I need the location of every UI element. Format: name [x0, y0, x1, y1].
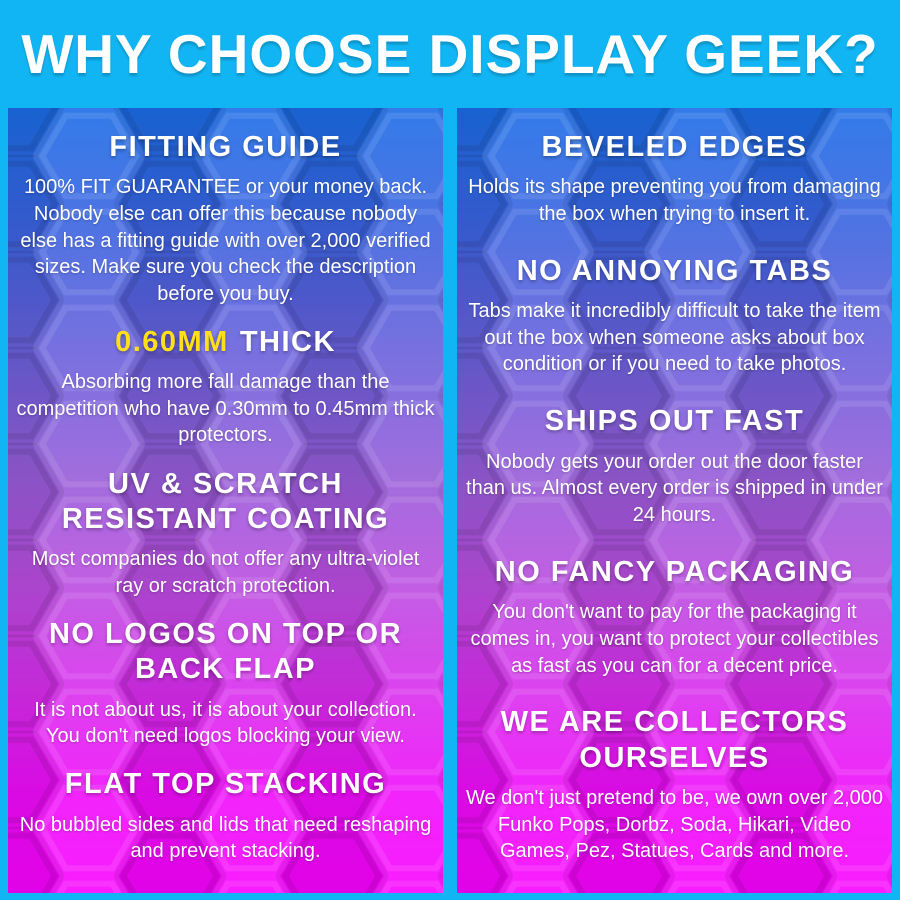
section-uv-scratch-coating: UV & SCRATCH RESISTANT COATING Most comp… [16, 467, 435, 600]
section-body: No bubbled sides and lids that need resh… [19, 813, 432, 863]
section-heading: NO ANNOYING TABS [465, 254, 884, 289]
section-heading: NO LOGOS ON TOP OR BACK FLAP [16, 617, 435, 688]
section-body: 100% FIT GUARANTEE or your money back. N… [20, 176, 431, 305]
section-body: Tabs make it incredibly difficult to tak… [468, 300, 881, 376]
heading-text: WE ARE COLLECTORS OURSELVES [500, 706, 849, 774]
poster-header: WHY CHOOSE DISPLAY GEEK? [0, 0, 900, 108]
right-panel: BEVELED EDGES Holds its shape preventing… [457, 108, 892, 893]
section-body: We don't just pretend to be, we own over… [465, 787, 884, 863]
heading-text: THICK [239, 325, 336, 358]
heading-text: FLAT TOP STACKING [64, 768, 387, 801]
heading-text: SHIPS OUT FAST [544, 405, 805, 438]
section-heading: BEVELED EDGES [465, 130, 884, 165]
section-heading: FLAT TOP STACKING [16, 767, 435, 802]
heading-text: NO LOGOS ON TOP OR BACK FLAP [48, 617, 403, 686]
heading-text: UV & SCRATCH RESISTANT COATING [61, 467, 390, 535]
section-beveled-edges: BEVELED EDGES Holds its shape preventing… [465, 130, 884, 228]
section-heading: 0.60MM THICK [16, 325, 435, 360]
section-heading: UV & SCRATCH RESISTANT COATING [16, 467, 435, 538]
heading-text: FITTING GUIDE [109, 131, 342, 163]
section-ships-out-fast: SHIPS OUT FAST Nobody gets your order ou… [465, 404, 884, 528]
heading-text: NO FANCY PACKAGING [494, 555, 855, 588]
section-body: Nobody gets your order out the door fast… [466, 450, 883, 526]
section-we-are-collectors: WE ARE COLLECTORS OURSELVES We don't jus… [465, 705, 884, 865]
section-body: You don't want to pay for the packaging … [470, 601, 879, 677]
section-thickness: 0.60MM THICK Absorbing more fall damage t… [16, 325, 435, 449]
section-heading: FITTING GUIDE [16, 130, 435, 165]
section-no-fancy-packaging: NO FANCY PACKAGING You don't want to pay… [465, 555, 884, 679]
section-body: It is not about us, it is about your col… [34, 698, 417, 748]
section-body: Absorbing more fall damage than the comp… [16, 371, 435, 447]
right-panel-content: BEVELED EDGES Holds its shape preventing… [457, 108, 892, 893]
section-flat-top-stacking: FLAT TOP STACKING No bubbled sides and l… [16, 767, 435, 865]
left-panel: FITTING GUIDE 100% FIT GUARANTEE or your… [8, 108, 443, 893]
page-title: WHY CHOOSE DISPLAY GEEK? [21, 23, 879, 85]
section-body: Holds its shape preventing you from dama… [468, 176, 881, 225]
section-heading: SHIPS OUT FAST [465, 404, 884, 439]
section-heading: WE ARE COLLECTORS OURSELVES [465, 705, 884, 776]
heading-text: BEVELED EDGES [541, 131, 808, 163]
left-panel-content: FITTING GUIDE 100% FIT GUARANTEE or your… [8, 108, 443, 893]
section-body: Most companies do not offer any ultra-vi… [31, 548, 420, 597]
hexagon-pattern [8, 108, 443, 893]
heading-text: NO ANNOYING TABS [516, 254, 833, 287]
section-no-logos: NO LOGOS ON TOP OR BACK FLAP It is not a… [16, 617, 435, 750]
content-board: FITTING GUIDE 100% FIT GUARANTEE or your… [0, 108, 900, 893]
section-no-annoying-tabs: NO ANNOYING TABS Tabs make it incredibly… [465, 254, 884, 378]
section-fitting-guide: FITTING GUIDE 100% FIT GUARANTEE or your… [16, 130, 435, 307]
heading-accent: 0.60MM [115, 325, 229, 358]
hexagon-pattern [457, 108, 892, 893]
section-heading: NO FANCY PACKAGING [465, 555, 884, 590]
